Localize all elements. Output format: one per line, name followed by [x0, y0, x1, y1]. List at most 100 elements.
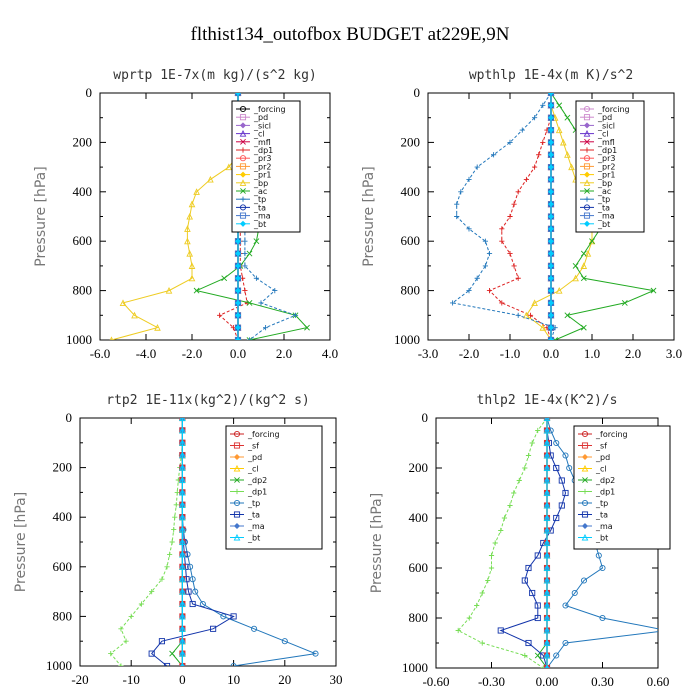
series-point-dp1: [173, 502, 179, 508]
series-point-bt: [179, 538, 186, 546]
legend-label: _sf: [595, 442, 607, 451]
series-point-bt: [547, 262, 555, 269]
x-tick-label: -0.60: [422, 674, 449, 689]
series-point-dp1: [499, 226, 505, 232]
series-point-bt: [179, 463, 186, 471]
series-point-bp: [186, 249, 194, 257]
series-point-bt: [543, 639, 551, 647]
legend-label: _pr1: [597, 171, 615, 180]
y-tick-label: 400: [401, 184, 421, 199]
series-point-dp1: [474, 602, 480, 609]
legend-label: _cl: [253, 130, 265, 139]
series-point-ta: [497, 627, 504, 634]
legend-marker: [583, 204, 591, 211]
series-point-ac: [253, 238, 260, 245]
series-point-ta: [158, 638, 165, 645]
legend-marker: [233, 511, 241, 518]
series-point-bt: [543, 551, 551, 559]
series-point-ac: [580, 324, 587, 331]
series-point-dp1: [488, 565, 495, 571]
series-point-tp: [553, 439, 560, 447]
series-point-ac: [589, 238, 595, 245]
series-point-ta: [558, 477, 565, 484]
legend-marker: [233, 533, 241, 541]
legend-label: _sicl: [253, 121, 271, 130]
x-tick-label: -6.0: [90, 346, 111, 361]
y-tick-label: 1000: [46, 658, 72, 673]
series-point-bp: [580, 262, 588, 269]
series-point-dp1: [499, 300, 505, 306]
series-point-dp2: [169, 650, 176, 657]
series-point-dp1: [138, 601, 145, 607]
series-point-tp: [486, 250, 493, 257]
series-point-bt: [179, 575, 186, 583]
series-point-ac: [246, 250, 253, 257]
legend-label: _tp: [595, 499, 608, 508]
legend-label: _bt: [253, 220, 266, 229]
series-point-bt: [547, 139, 555, 146]
series-point-dp1: [501, 515, 508, 521]
x-tick-label: 10: [227, 672, 240, 687]
series-point-dp1: [492, 540, 498, 546]
series-point-ta: [189, 600, 196, 608]
series-point-ta: [553, 464, 560, 472]
legend-label: _ta: [595, 511, 608, 520]
legend-label: _ac: [253, 187, 267, 196]
series-point-dp1: [485, 577, 491, 584]
series-point-dp1: [525, 452, 532, 459]
legend-label: _dp1: [253, 146, 273, 155]
series-point-dp1: [466, 615, 472, 621]
series-point-bp: [188, 200, 196, 208]
series-point-tp: [187, 563, 194, 570]
series-point-tp: [192, 588, 199, 595]
panel-4: thlp2 1E-4x(K^2)/s Pressure [hPa] 0 200 400 6…: [369, 393, 671, 689]
legend-marker: [581, 499, 589, 507]
y-tick-label: 200: [401, 134, 421, 149]
legend-marker: [584, 138, 590, 145]
series-point-ta: [558, 502, 565, 509]
series-point-bp: [188, 274, 196, 282]
panel-1: wprtp 1E-7x(m kg)/(s^2 kg) Pressure [hPa]…: [33, 68, 338, 361]
legend-label: _forcing: [253, 105, 286, 114]
x-tick-label: 2.0: [276, 346, 292, 361]
legend-marker: [583, 171, 591, 178]
x-tick-label: 2.0: [625, 346, 641, 361]
x-tick-label: -4.0: [136, 346, 157, 361]
series-point-bt: [179, 439, 186, 446]
x-tick-label: -2.0: [459, 346, 480, 361]
legend-label: _ma: [595, 522, 613, 531]
series-point-bp: [188, 262, 196, 269]
series-point-bp: [564, 151, 571, 158]
series-point-tp: [562, 639, 569, 647]
series-point-bt: [547, 238, 555, 245]
legend-marker: [233, 464, 241, 472]
x-tick-label: -0.30: [478, 674, 505, 689]
series-point-tp: [246, 337, 253, 340]
series-point-tp: [242, 250, 248, 257]
series-point-bt: [547, 312, 555, 319]
series-point-bt: [234, 262, 242, 269]
series-point-ac: [304, 324, 310, 331]
y-tick-label: 200: [73, 134, 93, 149]
series-point-tp: [553, 652, 560, 659]
series-point-tp: [272, 288, 278, 294]
legend-marker: [581, 464, 589, 472]
series-point-tp: [458, 189, 464, 195]
legend-marker: [581, 453, 589, 461]
panel-title: rtp2 1E-11x(kg^2)/(kg^2 s): [106, 393, 310, 408]
series-point-dp1: [540, 665, 546, 668]
series-point-bt: [543, 514, 551, 522]
series-point-ac: [246, 300, 253, 306]
legend-marker: [583, 105, 591, 113]
panels-group: wprtp 1E-7x(m kg)/(s^2 kg) Pressure [hPa]…: [13, 68, 682, 689]
series-point-ac: [193, 287, 200, 294]
legend-marker: [583, 122, 591, 129]
legend-marker: [582, 488, 588, 495]
series-point-tp: [665, 628, 670, 633]
series-point-bp: [555, 286, 563, 294]
legend-marker: [240, 147, 246, 153]
legend-marker: [583, 220, 591, 227]
series-point-tp: [466, 226, 472, 232]
series-point-bt: [179, 649, 186, 657]
series-point-bt: [547, 151, 555, 158]
